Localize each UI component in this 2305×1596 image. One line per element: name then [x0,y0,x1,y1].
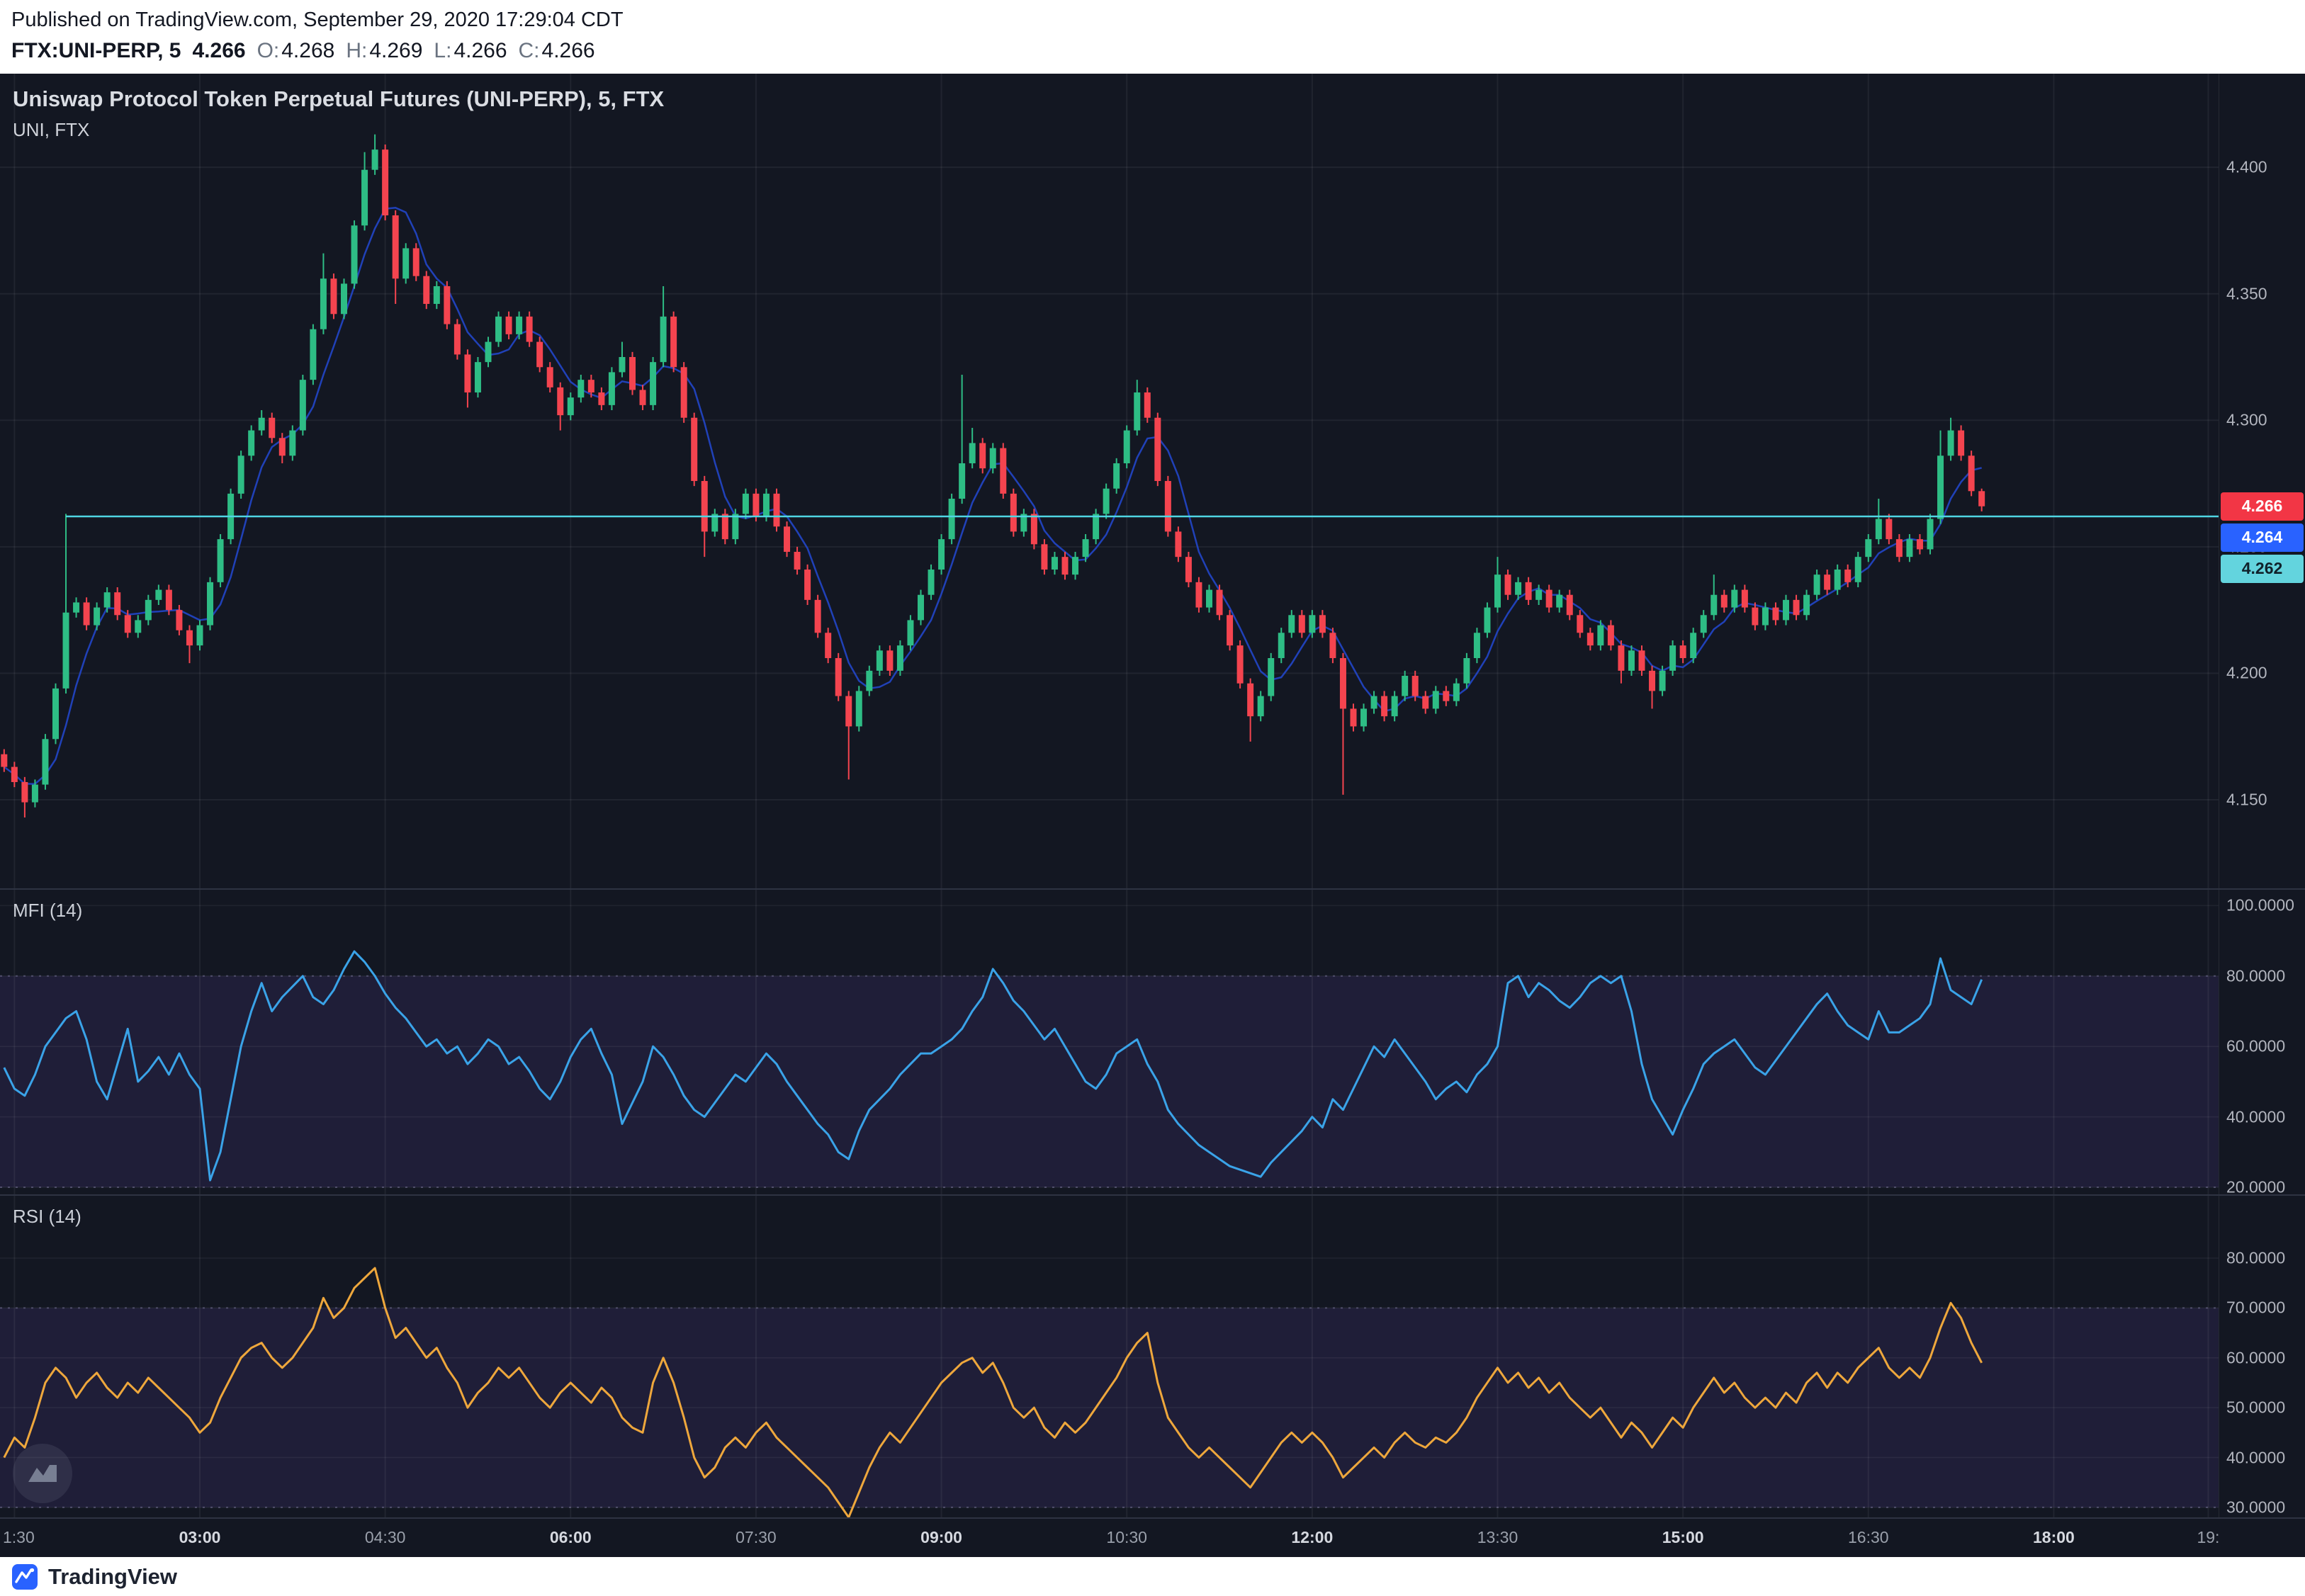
time-tick-label: 19: [2197,1528,2219,1546]
time-tick-label: 1:30 [3,1528,35,1546]
time-tick-label: 09:00 [920,1528,962,1546]
ohlc-value: 4.266 [541,39,595,62]
rsi-pane[interactable]: RSI (14) [0,1196,2219,1517]
time-tick-label: 15:00 [1662,1528,1704,1546]
ohlc-value: 4.269 [369,39,423,62]
price-tick-label: 4.400 [2226,157,2267,176]
price-pane[interactable]: Uniswap Protocol Token Perpetual Futures… [0,74,2219,888]
time-tick-label: 03:00 [179,1528,221,1546]
time-tick-label: 04:30 [364,1528,406,1546]
mfi-pane[interactable]: MFI (14) [0,890,2219,1194]
time-tick-label: 12:00 [1291,1528,1334,1546]
ohlc-label: H: [346,39,368,62]
time-tick-label: 06:00 [549,1528,592,1546]
price-tag-4.266: 4.266 [2221,492,2304,521]
symbol-ohlc-line: FTX:UNI-PERP, 5 4.266 O: 4.268 H: 4.269 L: 4.… [11,39,2305,63]
price-tick-label: 4.200 [2226,663,2267,682]
footer: TradingView [0,1557,2305,1596]
rsi-tick-label: 40.0000 [2226,1448,2286,1467]
mfi-tick-label: 40.0000 [2226,1107,2286,1126]
symbol-interval: FTX:UNI-PERP, 5 [11,39,181,62]
tradingview-brand[interactable]: TradingView [48,1563,178,1589]
pane-separator[interactable] [0,1194,2305,1196]
axis-corner [2219,1519,2305,1557]
mfi-tick-label: 80.0000 [2226,966,2286,985]
tradingview-logo-icon[interactable] [11,1563,38,1590]
time-tick-label: 18:00 [2033,1528,2075,1546]
mfi-tick-label: 60.0000 [2226,1036,2286,1055]
rsi-axis[interactable]: 80.0000 70.0000 60.0000 50.0000 40.0000 30.00… [2219,1196,2305,1517]
ohlc-label: L: [434,39,452,62]
price-tag-4.262: 4.262 [2221,554,2304,583]
time-tick-label: 10:30 [1106,1528,1147,1546]
ohlc-label: O: [257,39,280,62]
mfi-chart-svg [0,890,2219,1194]
ohlc-label: C: [518,39,540,62]
price-tick-label: 4.150 [2226,790,2267,809]
mfi-tick-label: 100.0000 [2226,895,2294,915]
published-line: Published on TradingView.com, September … [11,9,624,31]
ohlc-values: O: 4.268 H: 4.269 L: 4.266 C: 4.266 [246,39,595,63]
header: Published on TradingView.com, September … [0,0,2305,74]
price-axis[interactable]: 4.4004.3504.3004.2504.2004.1504.2664.264… [2219,74,2305,888]
rsi-chart-svg [0,1196,2219,1517]
price-tick-label: 4.300 [2226,410,2267,429]
time-tick-label: 16:30 [1848,1528,1889,1546]
time-axis[interactable]: 1:30 03:00 04:30 06:00 07:30 09:00 10:30 12:00 1… [0,1519,2219,1557]
ohlc-value: 4.268 [281,39,335,62]
mfi-axis[interactable]: 100.0000 80.0000 60.0000 40.0000 20.0000 [2219,890,2305,1196]
price-tag-4.264: 4.264 [2221,523,2304,552]
last-price: 4.266 [192,39,246,62]
price-chart-svg [0,74,2219,888]
tradingview-watermark-icon[interactable] [13,1444,72,1503]
time-tick-label: 07:30 [736,1528,777,1546]
time-tick-label: 13:30 [1477,1528,1518,1546]
rsi-tick-label: 50.0000 [2226,1398,2286,1417]
rsi-tick-label: 30.0000 [2226,1498,2286,1517]
ohlc-value: 4.266 [453,39,507,62]
pane-separator[interactable] [0,888,2305,890]
chart-area: Uniswap Protocol Token Perpetual Futures… [0,74,2305,1557]
rsi-tick-label: 70.0000 [2226,1298,2286,1317]
rsi-tick-label: 60.0000 [2226,1348,2286,1367]
rsi-tick-label: 80.0000 [2226,1248,2286,1267]
price-tick-label: 4.350 [2226,284,2267,303]
mfi-tick-label: 20.0000 [2226,1177,2286,1196]
